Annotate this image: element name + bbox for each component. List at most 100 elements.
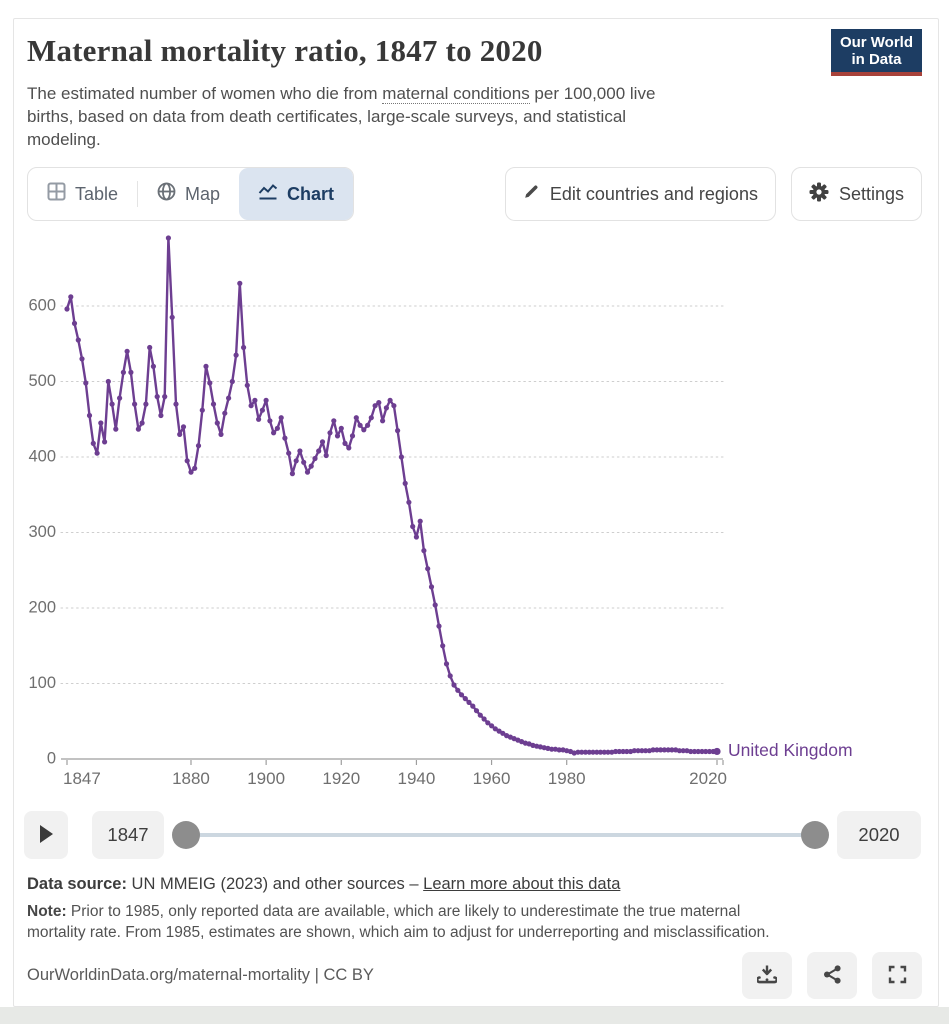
data-point[interactable]: [466, 699, 472, 705]
data-point[interactable]: [368, 415, 374, 421]
data-point[interactable]: [252, 397, 258, 403]
data-point[interactable]: [286, 450, 292, 456]
data-point[interactable]: [109, 401, 115, 407]
data-point[interactable]: [575, 749, 581, 755]
tab-table[interactable]: Table: [28, 168, 137, 220]
data-point[interactable]: [199, 407, 205, 413]
data-point[interactable]: [590, 749, 596, 755]
line-chart[interactable]: 0 100 200 300 400 500 600 1847 1880 1900 1920 1940 1…: [14, 221, 938, 806]
data-point[interactable]: [410, 523, 416, 530]
data-point[interactable]: [658, 747, 664, 753]
data-point[interactable]: [331, 418, 337, 424]
data-point[interactable]: [278, 415, 284, 421]
data-point[interactable]: [79, 356, 85, 362]
owid-logo[interactable]: Our World in Data: [830, 29, 922, 76]
data-point[interactable]: [455, 687, 461, 693]
data-point[interactable]: [188, 469, 194, 475]
data-point[interactable]: [597, 749, 604, 755]
data-point[interactable]: [661, 747, 668, 753]
data-point[interactable]: [643, 748, 649, 754]
data-point[interactable]: [319, 439, 326, 445]
data-point[interactable]: [256, 416, 262, 422]
data-point[interactable]: [180, 424, 187, 430]
data-point[interactable]: [413, 534, 419, 540]
data-point[interactable]: [601, 749, 607, 755]
maternal-conditions-link[interactable]: maternal conditions: [382, 84, 530, 104]
data-point[interactable]: [462, 696, 468, 702]
data-point[interactable]: [338, 425, 344, 431]
data-point[interactable]: [150, 363, 156, 369]
data-point[interactable]: [334, 433, 341, 439]
data-point[interactable]: [158, 412, 164, 419]
data-point[interactable]: [428, 584, 435, 590]
data-point[interactable]: [372, 403, 378, 409]
data-point[interactable]: [703, 748, 709, 755]
data-point[interactable]: [210, 401, 217, 407]
data-point[interactable]: [688, 748, 694, 755]
end-year-chip[interactable]: 2020: [837, 811, 921, 859]
data-point[interactable]: [669, 747, 675, 753]
slider-track[interactable]: [184, 833, 817, 837]
data-point[interactable]: [316, 448, 322, 454]
data-point[interactable]: [624, 748, 630, 755]
data-point[interactable]: [582, 749, 589, 755]
data-point[interactable]: [447, 673, 453, 679]
data-point[interactable]: [113, 426, 119, 432]
data-point[interactable]: [128, 369, 134, 375]
start-year-chip[interactable]: 1847: [92, 811, 164, 859]
data-point[interactable]: [282, 435, 288, 441]
data-point[interactable]: [485, 720, 491, 726]
data-point[interactable]: [86, 412, 93, 419]
tab-map[interactable]: Map: [138, 168, 239, 220]
data-point[interactable]: [481, 716, 487, 722]
data-point[interactable]: [451, 682, 457, 688]
data-point[interactable]: [398, 454, 404, 460]
download-button[interactable]: [742, 952, 792, 999]
data-point[interactable]: [680, 748, 686, 754]
data-point[interactable]: [387, 397, 393, 403]
data-point[interactable]: [90, 440, 96, 446]
data-point[interactable]: [473, 708, 480, 714]
data-point[interactable]: [237, 280, 243, 286]
data-point[interactable]: [616, 748, 622, 755]
data-point[interactable]: [147, 344, 153, 351]
data-point[interactable]: [139, 420, 145, 426]
data-point[interactable]: [267, 418, 273, 424]
data-point[interactable]: [98, 420, 104, 426]
data-point[interactable]: [665, 747, 671, 753]
data-point[interactable]: [312, 455, 318, 462]
data-point[interactable]: [695, 748, 701, 755]
data-point[interactable]: [417, 518, 423, 524]
fullscreen-button[interactable]: [872, 952, 922, 999]
data-point[interactable]: [203, 363, 209, 369]
data-point[interactable]: [579, 749, 585, 755]
data-point[interactable]: [706, 748, 713, 755]
data-point[interactable]: [143, 401, 149, 407]
play-button[interactable]: [24, 811, 68, 859]
data-point[interactable]: [327, 430, 333, 436]
data-point[interactable]: [248, 403, 254, 409]
data-point[interactable]: [222, 410, 228, 416]
slider-handle-start[interactable]: [172, 821, 200, 849]
data-point[interactable]: [470, 703, 476, 709]
data-point[interactable]: [226, 395, 232, 401]
data-point[interactable]: [443, 661, 450, 667]
data-point[interactable]: [342, 440, 348, 446]
data-point[interactable]: [654, 747, 660, 753]
tab-chart[interactable]: Chart: [239, 168, 354, 220]
data-point[interactable]: [605, 749, 611, 755]
data-point[interactable]: [699, 748, 705, 755]
data-point[interactable]: [64, 306, 70, 312]
data-point[interactable]: [477, 712, 483, 718]
data-point[interactable]: [241, 344, 247, 351]
data-point[interactable]: [244, 382, 250, 388]
data-point[interactable]: [293, 458, 299, 464]
data-point[interactable]: [492, 726, 498, 732]
data-point[interactable]: [75, 337, 81, 343]
data-point[interactable]: [162, 394, 168, 400]
data-point[interactable]: [376, 400, 382, 406]
data-point[interactable]: [304, 469, 311, 475]
slider-handle-end[interactable]: [801, 821, 829, 849]
data-point[interactable]: [173, 401, 179, 407]
data-point[interactable]: [105, 378, 111, 385]
